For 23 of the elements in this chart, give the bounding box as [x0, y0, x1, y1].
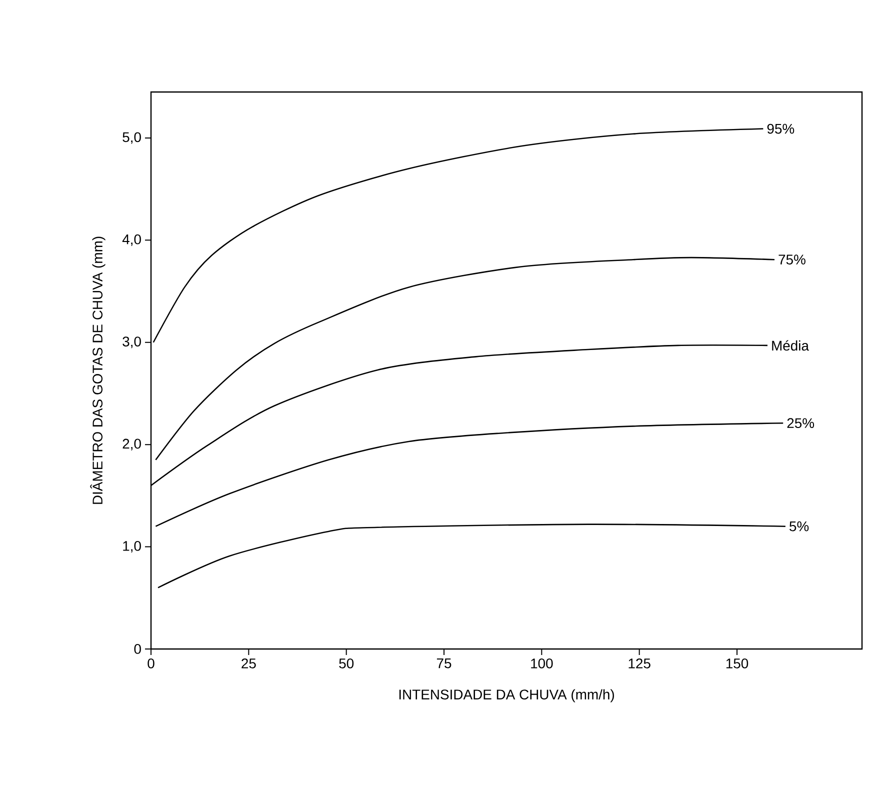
y-tick-label: 4,0: [122, 234, 141, 246]
x-axis-title: INTENSIDADE DA CHUVA (mm/h): [399, 689, 614, 702]
line-series: [157, 524, 786, 588]
series-label: 95%: [767, 124, 794, 134]
x-tick-label: 50: [339, 658, 354, 668]
series-label: Média: [772, 340, 809, 351]
x-tick-label: 100: [531, 658, 553, 668]
y-tick-label: 0: [134, 644, 141, 654]
y-tick-label: 5,0: [122, 132, 141, 144]
y-tick-label: 3,0: [122, 336, 141, 348]
y-tick-label: 1,0: [123, 541, 141, 553]
series-label: 5%: [790, 521, 809, 532]
x-tick-label: 150: [726, 658, 748, 668]
x-tick-label: 75: [436, 658, 452, 668]
line-series: [152, 128, 764, 344]
y-tick-label: 2,0: [122, 438, 141, 450]
series-label: 75%: [778, 254, 806, 265]
x-tick-label: 125: [628, 658, 650, 668]
y-axis-title: DIÂMETRO DAS GOTAS DE CHUVA (mm): [90, 236, 106, 504]
x-tick-label: 0: [148, 658, 154, 668]
line-series: [155, 422, 784, 527]
x-tick-label: 25: [242, 658, 256, 668]
series-label: 25%: [787, 418, 814, 428]
